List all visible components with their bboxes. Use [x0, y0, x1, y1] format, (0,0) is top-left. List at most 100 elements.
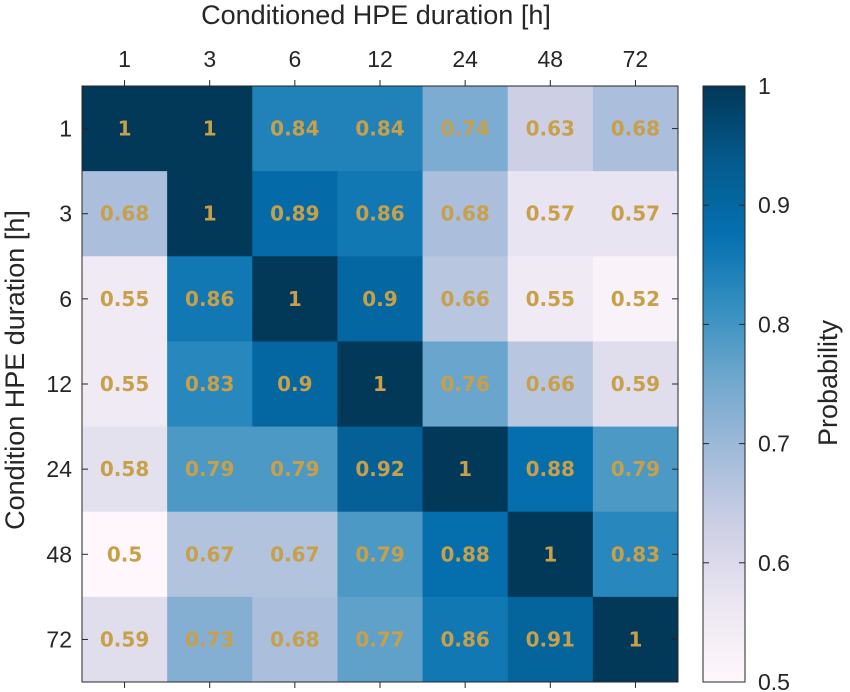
- y-axis-title: Condition HPE duration [h]: [0, 210, 30, 530]
- heatmap-cell: [252, 256, 338, 342]
- y-tick-label: 12: [46, 371, 72, 397]
- heatmap-cell: [592, 341, 679, 428]
- cell-value-label: 0.83: [185, 372, 234, 396]
- heatmap-cell: [82, 256, 168, 342]
- cell-value-label: 0.86: [185, 287, 234, 311]
- heatmap-cell: [337, 256, 424, 342]
- heatmap-cell: [82, 426, 168, 513]
- cell-value-label: 0.88: [526, 457, 575, 481]
- heatmap-cell: [82, 596, 168, 683]
- heatmap-cell: [507, 596, 594, 683]
- cell-value-label: 0.79: [611, 457, 660, 481]
- cell-value-label: 0.83: [611, 542, 660, 566]
- heatmap-cell: [167, 341, 253, 428]
- heatmap-cell: [252, 86, 338, 172]
- cell-value-label: 1: [203, 117, 217, 141]
- cell-value-label: 1: [203, 202, 217, 226]
- cell-value-label: 0.59: [100, 627, 149, 651]
- heatmap-cell: [252, 426, 338, 513]
- cell-value-label: 1: [628, 627, 642, 651]
- cell-value-label: 0.58: [100, 457, 149, 481]
- cell-value-label: 0.9: [277, 372, 312, 396]
- cell-value-label: 0.74: [440, 117, 489, 141]
- heatmap-cell: [592, 426, 679, 513]
- cell-value-label: 0.68: [270, 627, 319, 651]
- cell-value-label: 0.79: [185, 457, 234, 481]
- heatmap-cell: [422, 596, 509, 683]
- colorbar-tick-label: 0.7: [758, 431, 790, 457]
- y-tick-label: 72: [46, 626, 72, 652]
- cell-value-label: 0.57: [611, 202, 660, 226]
- heatmap-cell: [422, 511, 509, 598]
- heatmap-cell: [422, 426, 509, 513]
- heatmap-cell: [167, 596, 253, 683]
- cell-value-label: 0.55: [526, 287, 575, 311]
- cell-value-label: 0.73: [185, 627, 234, 651]
- heatmap-cell: [337, 86, 424, 172]
- cell-value-label: 0.67: [270, 542, 319, 566]
- heatmap-cell: [422, 256, 509, 342]
- cell-value-label: 0.86: [440, 627, 489, 651]
- cell-value-label: 0.68: [100, 202, 149, 226]
- x-tick-label: 12: [367, 46, 393, 72]
- heatmap-cell: [337, 171, 424, 257]
- heatmap-cell: [167, 171, 253, 257]
- x-axis-ticks: 1 3 6 12 24 48 72: [118, 46, 648, 688]
- heatmap-cell: [82, 511, 168, 598]
- colorbar: [702, 85, 746, 683]
- cell-value-label: 1: [543, 542, 557, 566]
- cell-value-label: 0.84: [270, 117, 319, 141]
- heatmap-cell: [592, 511, 679, 598]
- cell-value-label: 0.79: [270, 457, 319, 481]
- cell-value-label: 0.57: [526, 202, 575, 226]
- heatmap-cell: [337, 341, 424, 428]
- heatmap-cell: [82, 171, 168, 257]
- heatmap-cell: [82, 86, 168, 172]
- cell-value-label: 0.5: [107, 542, 142, 566]
- heatmap-cell: [167, 86, 253, 172]
- cell-value-label: 0.55: [100, 372, 149, 396]
- heatmap-cell: [422, 341, 509, 428]
- heatmap-cell: [337, 596, 424, 683]
- heatmap-cell: [252, 171, 338, 257]
- heatmap-cell: [167, 426, 253, 513]
- cell-value-label: 0.76: [440, 372, 489, 396]
- heatmap-cell: [252, 341, 338, 428]
- cell-value-label: 0.68: [611, 117, 660, 141]
- colorbar-tick-label: 1: [758, 73, 771, 99]
- heatmap-cell-labels: 1 1 0.84 0.84 0.74 0.63 0.68 0.68 1 0.89 0.86 0.68 0…: [100, 117, 660, 652]
- x-tick-label: 1: [118, 46, 131, 72]
- colorbar-tick-label: 0.9: [758, 192, 790, 218]
- cell-value-label: 0.52: [611, 287, 660, 311]
- cell-value-label: 0.92: [355, 457, 404, 481]
- x-tick-label: 48: [537, 46, 563, 72]
- cell-value-label: 0.91: [526, 627, 575, 651]
- colorbar-tick-label: 0.6: [758, 550, 790, 576]
- cell-value-label: 0.9: [362, 287, 397, 311]
- x-tick-label: 3: [203, 46, 216, 72]
- heatmap-cell: [82, 341, 168, 428]
- heatmap-cell: [422, 86, 509, 172]
- cell-value-label: 1: [118, 117, 132, 141]
- cell-value-label: 0.63: [526, 117, 575, 141]
- colorbar-tick-label: 0.5: [758, 669, 790, 692]
- heatmap-cell: [337, 511, 424, 598]
- heatmap-cell: [592, 256, 679, 342]
- x-tick-label: 72: [623, 46, 649, 72]
- heatmap-cell: [592, 86, 679, 172]
- heatmap-cell: [507, 171, 594, 257]
- y-tick-label: 3: [59, 201, 72, 227]
- colorbar-tick-label: 0.8: [758, 311, 790, 337]
- heatmap-cell: [422, 171, 509, 257]
- cell-value-label: 0.89: [270, 202, 319, 226]
- heatmap-cell: [507, 511, 594, 598]
- cell-value-label: 0.79: [355, 542, 404, 566]
- x-tick-label: 6: [288, 46, 301, 72]
- heatmap-cell: [252, 511, 338, 598]
- heatmap-cell: [507, 426, 594, 513]
- heatmap-cell: [167, 256, 253, 342]
- cell-value-label: 0.88: [440, 542, 489, 566]
- cell-value-label: 1: [373, 372, 387, 396]
- cell-value-label: 0.66: [440, 287, 489, 311]
- cell-value-label: 0.68: [440, 202, 489, 226]
